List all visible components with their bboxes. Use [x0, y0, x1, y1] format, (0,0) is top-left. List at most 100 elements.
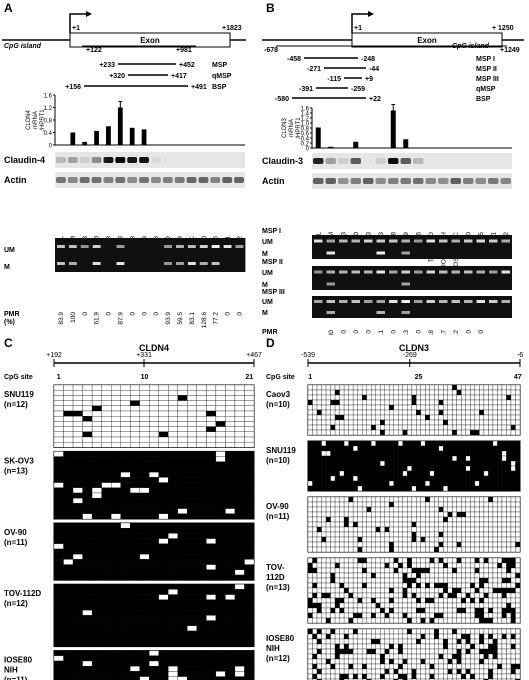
- cpg-methylated: [443, 465, 448, 472]
- cpg-methylated: [510, 633, 516, 640]
- cpg-methylated: [196, 554, 207, 560]
- cpg-methylated: [234, 533, 245, 539]
- cpg-unmethylated: [501, 394, 507, 401]
- cpg-methylated: [72, 671, 83, 677]
- chart-y-label: CLDN3mRNA/HPRT1: [282, 117, 302, 139]
- cpg-unmethylated: [82, 660, 93, 667]
- cpg-unmethylated: [447, 516, 453, 523]
- cpg-methylated: [91, 660, 102, 667]
- cpg-unmethylated: [429, 399, 435, 406]
- cpg-unmethylated: [334, 546, 340, 553]
- cpg-methylated: [389, 587, 394, 594]
- cpg-methylated: [479, 440, 485, 447]
- primer-name: MSP II: [476, 66, 497, 73]
- cpg-methylated: [225, 472, 236, 478]
- cpg-unmethylated: [434, 526, 439, 533]
- cpg-unmethylated: [307, 409, 313, 416]
- cpg-methylated: [447, 592, 453, 599]
- cpg-methylated: [82, 472, 93, 478]
- cpg-unmethylated: [366, 597, 372, 604]
- cpg-methylated: [357, 557, 363, 564]
- cpg-methylated: [206, 666, 217, 672]
- cpg-methylated: [416, 597, 421, 604]
- gel-band: [401, 300, 410, 303]
- cpg-unmethylated: [316, 419, 322, 426]
- cpg-unmethylated: [393, 516, 399, 523]
- cpg-unmethylated: [506, 496, 512, 503]
- cpg-methylated: [130, 456, 140, 462]
- cpg-methylated: [515, 470, 521, 477]
- cpg-methylated: [234, 543, 245, 550]
- cpg-methylated: [510, 485, 516, 492]
- cpg-methylated: [234, 513, 245, 520]
- cpg-methylated: [187, 641, 198, 647]
- pmr-value: 63.3: [403, 330, 410, 335]
- cpg-methylated: [72, 548, 83, 555]
- cpg-methylated: [411, 445, 417, 452]
- cpg-methylated: [215, 589, 226, 595]
- cpg-methylated: [461, 597, 467, 604]
- cpg-unmethylated: [120, 395, 131, 401]
- cpg-unmethylated: [366, 557, 372, 564]
- cpg-unmethylated: [196, 431, 207, 438]
- cpg-methylated: [215, 620, 226, 626]
- cpg-unmethylated: [187, 436, 198, 443]
- cpg-unmethylated: [425, 643, 430, 650]
- cpg-unmethylated: [357, 404, 363, 411]
- gel-row-label: M: [4, 264, 10, 271]
- cpg-methylated: [91, 405, 102, 412]
- cpg-unmethylated: [497, 673, 503, 680]
- cpg-unmethylated: [316, 404, 322, 411]
- cpg-methylated: [149, 574, 159, 581]
- cpg-unmethylated: [149, 426, 159, 432]
- cpg-methylated: [244, 655, 255, 662]
- chart-bar: [106, 126, 111, 145]
- cpg-unmethylated: [456, 562, 462, 569]
- cpg-unmethylated: [443, 511, 448, 518]
- cpg-unmethylated: [483, 658, 489, 665]
- cpg-unmethylated: [375, 536, 381, 543]
- cpg-unmethylated: [447, 567, 453, 574]
- cpg-unmethylated: [330, 673, 336, 680]
- cpg-unmethylated: [380, 562, 385, 569]
- cpg-unmethylated: [215, 431, 226, 438]
- gel-band: [501, 300, 510, 303]
- cpg-methylated: [196, 584, 207, 590]
- cpg-unmethylated: [470, 607, 476, 614]
- cpg-methylated: [215, 513, 226, 520]
- cpg-methylated: [393, 470, 399, 477]
- cpg-unmethylated: [343, 414, 349, 421]
- cpg-unmethylated: [348, 557, 354, 564]
- cpg-methylated: [177, 630, 188, 637]
- cpg-unmethylated: [483, 521, 489, 528]
- cpg-methylated: [348, 440, 354, 447]
- cpg-unmethylated: [474, 648, 480, 655]
- cpg-unmethylated: [470, 668, 476, 675]
- cpg-unmethylated: [492, 541, 498, 548]
- cpg-methylated: [416, 455, 421, 462]
- cpg-methylated: [120, 559, 131, 565]
- blot-band: [162, 177, 173, 183]
- cpg-unmethylated: [452, 557, 458, 564]
- cpg-unmethylated: [307, 572, 313, 579]
- cpg-unmethylated: [187, 416, 198, 422]
- cpg-unmethylated: [389, 384, 394, 391]
- cpg-unmethylated: [474, 602, 480, 609]
- tss-arrowhead: [86, 11, 92, 17]
- cpg-unmethylated: [497, 419, 503, 426]
- cpg-unmethylated: [196, 400, 207, 406]
- cpg-methylated: [470, 450, 476, 457]
- cpg-methylated: [130, 630, 140, 637]
- cpg-unmethylated: [330, 557, 336, 564]
- cpg-unmethylated: [479, 531, 485, 538]
- cpg-unmethylated: [384, 399, 390, 406]
- cpg-unmethylated: [321, 582, 327, 589]
- cpg-methylated: [130, 400, 140, 406]
- cpg-unmethylated: [334, 638, 340, 645]
- cpg-unmethylated: [330, 414, 336, 421]
- cpg-methylated: [72, 538, 83, 544]
- cpg-methylated: [139, 671, 150, 677]
- cpg-unmethylated: [438, 562, 444, 569]
- cpg-unmethylated: [497, 582, 503, 589]
- cpg-unmethylated: [316, 562, 322, 569]
